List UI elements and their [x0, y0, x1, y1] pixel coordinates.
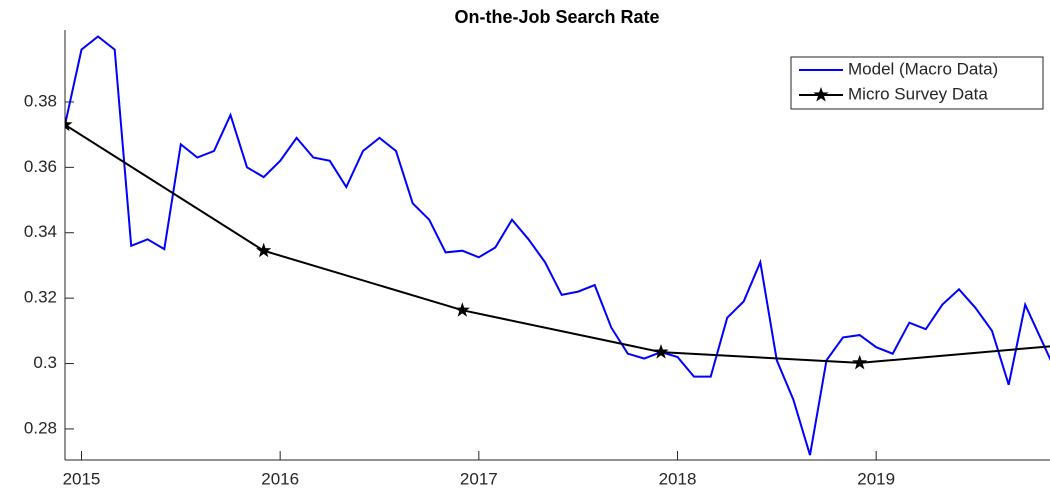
marker	[256, 242, 272, 258]
y-tick-label: 0.28	[24, 418, 57, 437]
chart-title: On-the-Job Search Rate	[454, 7, 659, 27]
marker	[65, 116, 73, 132]
y-tick-label: 0.36	[24, 157, 57, 176]
series-line	[65, 123, 1050, 364]
y-tick-label: 0.38	[24, 91, 57, 110]
legend-box	[790, 56, 1044, 110]
legend-label: Model (Macro Data)	[848, 59, 998, 78]
marker	[852, 354, 868, 370]
x-tick-label: 2015	[63, 469, 101, 488]
x-tick-label: 2016	[261, 469, 299, 488]
y-tick-label: 0.34	[24, 222, 57, 241]
y-tick-label: 0.3	[33, 353, 57, 372]
x-tick-label: 2018	[659, 469, 697, 488]
series-line	[65, 35, 1050, 456]
x-tick-label: 2019	[857, 469, 895, 488]
legend-label: Micro Survey Data	[848, 84, 988, 103]
legend-marker	[813, 87, 829, 102]
marker	[653, 344, 669, 359]
plot-area	[65, 35, 1050, 456]
y-tick-label: 0.32	[24, 288, 57, 307]
marker	[454, 302, 470, 317]
x-tick-label: 2017	[460, 469, 498, 488]
